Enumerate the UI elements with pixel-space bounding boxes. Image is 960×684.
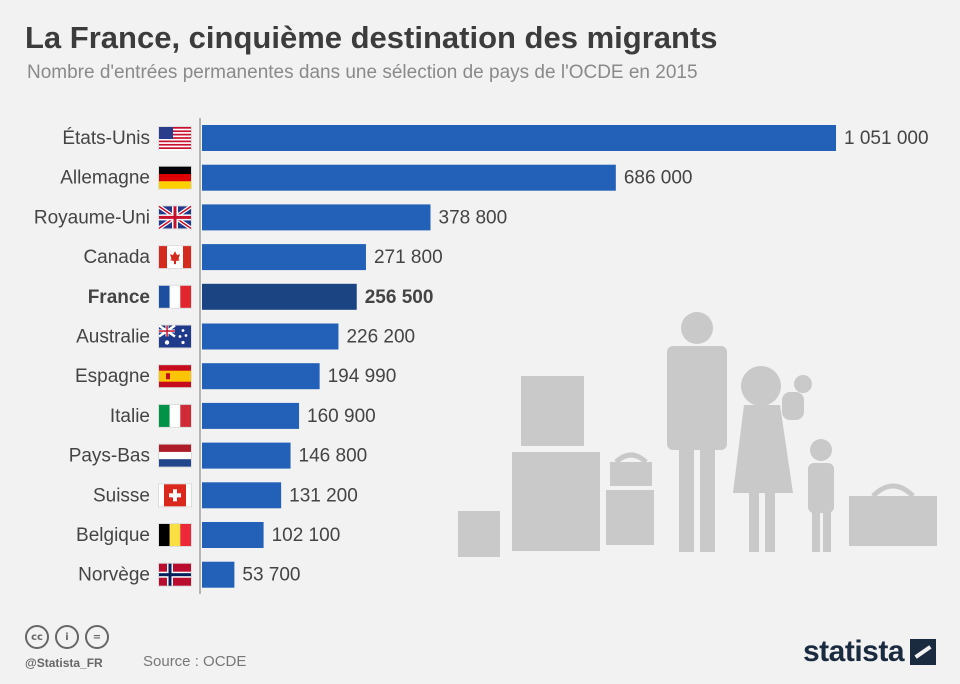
flag-france-icon <box>158 284 192 309</box>
brand-name: statista <box>803 635 905 668</box>
bar <box>202 164 616 191</box>
bar <box>202 323 339 350</box>
bar <box>202 402 300 429</box>
bar-row: Royaume-Uni 378 800 <box>34 204 508 231</box>
bar-row: Norvège 53 700 <box>78 561 301 588</box>
statista-logo-icon <box>910 639 937 665</box>
value-label: 271 800 <box>374 247 443 268</box>
value-label: 194 990 <box>328 366 397 387</box>
chart-subtitle: Nombre d'entrées permanentes dans une sé… <box>27 62 698 83</box>
bar-row: Allemagne 686 000 <box>60 164 693 191</box>
bar-row: Pays-Bas 146 800 <box>69 442 368 469</box>
bar-row: France 256 500 <box>88 283 434 310</box>
statista-logo[interactable]: statista <box>803 635 937 669</box>
bar <box>202 244 366 271</box>
category-label: Suisse <box>93 485 150 506</box>
category-label: États-Unis <box>62 128 150 149</box>
category-label: Canada <box>83 247 150 268</box>
bar-chart: États-Unis 1 051 000 Allemagne 686 000 Royau… <box>34 118 937 594</box>
category-label: Belgique <box>76 525 150 546</box>
bar <box>202 561 235 588</box>
bar <box>202 522 264 548</box>
bar-row: Australie 226 200 <box>76 323 415 350</box>
flag-netherlands-icon <box>158 443 192 468</box>
bar-row: Belgique 102 100 <box>76 522 340 548</box>
category-label: Australie <box>76 327 150 348</box>
value-label: 378 800 <box>439 207 508 228</box>
flag-australia-icon <box>158 324 192 349</box>
flag-canada-icon <box>158 245 192 270</box>
value-label: 146 800 <box>299 446 368 467</box>
no-derivatives-icon: = <box>85 625 109 649</box>
bar <box>202 363 320 390</box>
category-label: Royaume-Uni <box>34 207 150 228</box>
flag-italy-icon <box>158 403 192 428</box>
source-note: Source : OCDE <box>143 653 247 670</box>
category-label: Allemagne <box>60 168 150 189</box>
bar-row: Canada 271 800 <box>83 244 443 271</box>
value-label: 686 000 <box>624 168 693 189</box>
category-label: Espagne <box>75 366 150 387</box>
attribution-icon: i <box>55 625 79 649</box>
category-label: Italie <box>110 406 150 427</box>
bar <box>202 482 282 509</box>
flag-uk-icon <box>157 204 193 231</box>
flag-switzerland-icon <box>158 483 192 508</box>
value-label: 226 200 <box>346 327 415 348</box>
flag-belgium-icon <box>158 523 192 547</box>
value-label: 1 051 000 <box>844 128 929 149</box>
bar-row: Espagne 194 990 <box>75 363 397 390</box>
flag-spain-icon <box>158 364 192 389</box>
bar <box>202 204 431 231</box>
bar <box>202 442 291 469</box>
chart-title: La France, cinquième destination des mig… <box>25 20 718 55</box>
bar <box>202 125 836 151</box>
creative-commons-icon: cc <box>25 625 49 649</box>
category-label: Pays-Bas <box>69 446 150 467</box>
flag-germany-icon <box>158 165 192 190</box>
twitter-handle: @Statista_FR <box>25 656 103 670</box>
category-label: France <box>88 287 150 308</box>
bar-row: Suisse 131 200 <box>93 482 358 509</box>
value-label: 53 700 <box>242 565 300 586</box>
bar-row: Italie 160 900 <box>110 402 376 429</box>
bar <box>202 283 357 310</box>
flag-norway-icon <box>158 562 192 587</box>
value-label: 160 900 <box>307 406 376 427</box>
value-label: 131 200 <box>289 485 358 506</box>
value-label: 102 100 <box>272 525 341 546</box>
license-icons: cc i = <box>25 625 109 649</box>
flag-us-icon <box>158 126 192 151</box>
value-label: 256 500 <box>365 287 434 308</box>
migrants-illustration <box>458 312 937 557</box>
bar-row: États-Unis 1 051 000 <box>62 125 929 151</box>
category-label: Norvège <box>78 565 150 586</box>
